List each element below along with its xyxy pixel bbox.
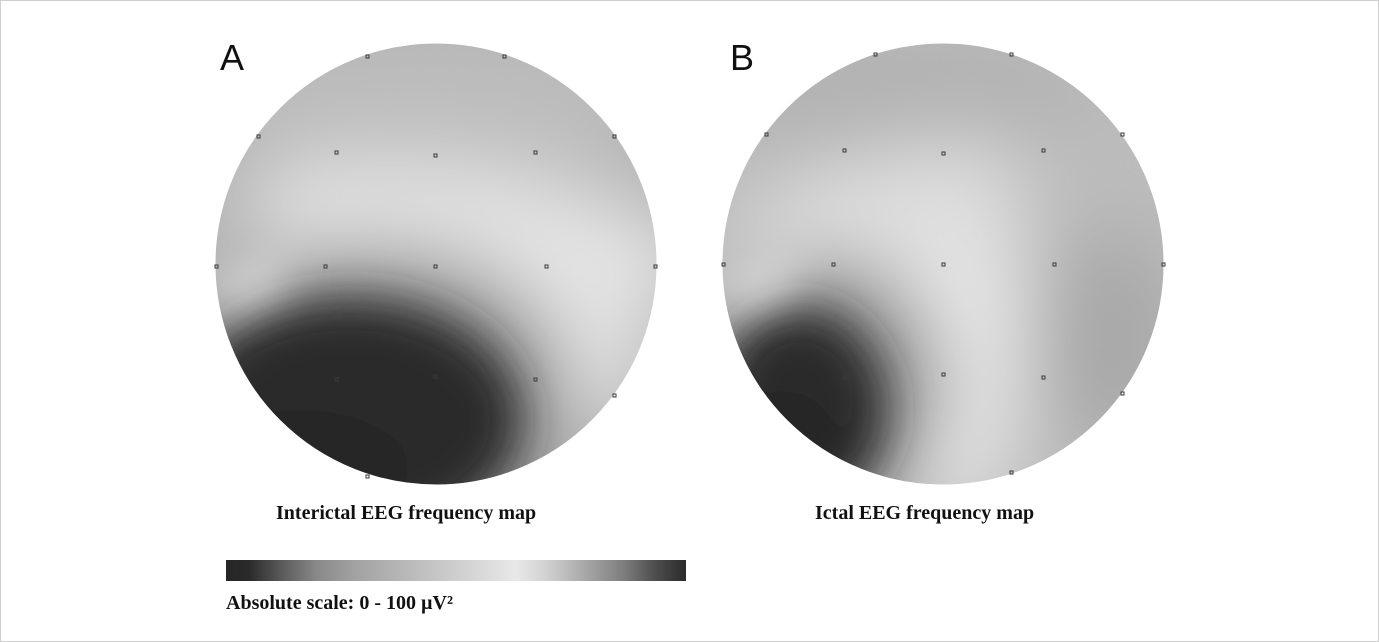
electrode	[1120, 132, 1125, 137]
electrode	[433, 153, 438, 158]
electrode	[1009, 470, 1014, 475]
electrode	[256, 134, 261, 139]
electrode	[1161, 262, 1166, 267]
electrode	[764, 132, 769, 137]
caption-ictal: Ictal EEG frequency map	[815, 502, 1035, 524]
electrode	[842, 148, 847, 153]
electrode	[544, 264, 549, 269]
electrode	[1052, 262, 1057, 267]
electrode	[365, 54, 370, 59]
electrode	[433, 264, 438, 269]
electrode	[1120, 391, 1125, 396]
electrode	[941, 151, 946, 156]
electrode	[941, 262, 946, 267]
caption-interictal: Interictal EEG frequency map	[276, 502, 537, 524]
electrode	[653, 264, 658, 269]
electrodes-b	[721, 52, 1166, 475]
map-a	[215, 43, 657, 485]
electrode	[533, 377, 538, 382]
panel-letter-a: A	[220, 37, 245, 78]
electrode	[873, 52, 878, 57]
electrode	[214, 264, 219, 269]
electrode	[612, 393, 617, 398]
electrodes-a	[214, 54, 658, 479]
electrode	[334, 377, 339, 382]
electrode	[365, 474, 370, 479]
electrode	[502, 54, 507, 59]
electrode	[1041, 148, 1046, 153]
electrode	[721, 262, 726, 267]
electrode	[1041, 375, 1046, 380]
electrode	[323, 264, 328, 269]
color-scale-bar	[226, 560, 686, 581]
electrode	[612, 134, 617, 139]
electrode	[1009, 52, 1014, 57]
electrode	[533, 150, 538, 155]
panel-letter-b: B	[730, 37, 755, 78]
electrode	[842, 375, 847, 380]
electrode	[334, 150, 339, 155]
electrode	[941, 372, 946, 377]
electrode	[433, 374, 438, 379]
electrode	[831, 262, 836, 267]
scale-label: Absolute scale: 0 - 100 µV²	[226, 592, 453, 614]
map-b	[722, 43, 1164, 485]
